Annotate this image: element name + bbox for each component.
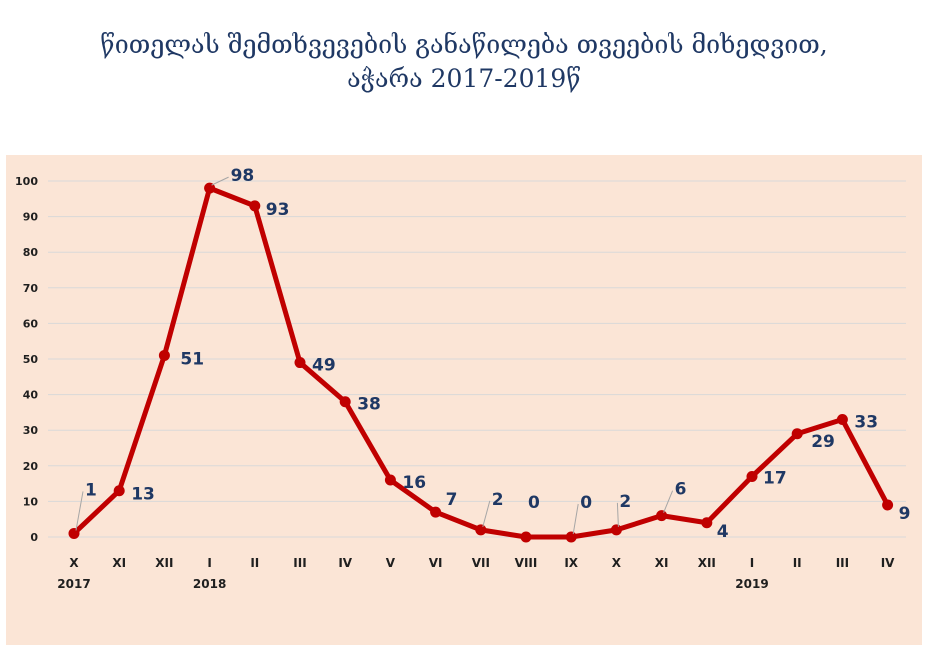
data-label: 6 (675, 480, 687, 500)
data-point (384, 474, 396, 486)
data-label: 33 (854, 413, 878, 433)
data-label: 17 (763, 468, 787, 488)
data-point (204, 182, 216, 194)
label-leader-line (75, 491, 84, 531)
x-tick-label: I (207, 556, 211, 570)
data-point (656, 510, 668, 522)
data-label: 7 (446, 490, 458, 510)
x-tick-label: VI (429, 556, 443, 570)
y-tick-label: 80 (23, 246, 39, 259)
data-label: 29 (811, 432, 835, 452)
data-point (294, 357, 306, 369)
data-point (113, 485, 125, 497)
data-point (430, 506, 442, 518)
data-label: 13 (131, 485, 155, 505)
y-tick-label: 20 (23, 460, 39, 473)
x-tick-label: II (793, 556, 802, 570)
x-tick-label: XI (655, 556, 669, 570)
y-tick-label: 50 (23, 353, 39, 366)
x-tick-label: IV (881, 556, 895, 570)
label-leader-line (482, 500, 491, 528)
x-tick-label: VIII (515, 556, 538, 570)
data-point (610, 524, 622, 536)
data-point (565, 531, 577, 543)
x-tick-label: II (250, 556, 259, 570)
y-tick-label: 60 (23, 317, 39, 330)
data-label: 49 (312, 356, 336, 376)
data-point (339, 396, 351, 408)
y-tick-label: 100 (15, 175, 38, 188)
data-label: 4 (717, 522, 729, 542)
data-label: 1 (85, 480, 97, 500)
x-year-label: 2017 (57, 577, 90, 591)
data-point (882, 499, 894, 511)
data-point (791, 428, 803, 440)
x-tick-label: XI (112, 556, 126, 570)
data-label: 9 (899, 504, 911, 524)
chart-title: წითელას შემთხვევების განაწილება თვეების … (0, 28, 928, 96)
data-label: 93 (266, 200, 290, 220)
x-tick-label: IX (564, 556, 578, 570)
data-label: 51 (180, 349, 204, 369)
x-tick-label: X (612, 556, 622, 570)
x-tick-label: III (836, 556, 849, 570)
x-year-label: 2018 (193, 577, 226, 591)
data-point (68, 527, 80, 539)
y-tick-label: 30 (23, 424, 39, 437)
plot-background (6, 155, 922, 645)
x-tick-label: I (750, 556, 754, 570)
y-tick-label: 40 (23, 389, 39, 402)
y-tick-label: 90 (23, 211, 39, 224)
data-point (701, 517, 713, 529)
y-tick-label: 0 (30, 531, 38, 544)
data-label: 16 (402, 473, 426, 493)
label-leader-line (572, 503, 579, 535)
x-tick-label: VII (472, 556, 490, 570)
data-point (836, 414, 848, 426)
x-tick-label: XII (155, 556, 173, 570)
label-leader-line (616, 502, 619, 527)
y-tick-label: 10 (23, 495, 39, 508)
x-tick-label: V (386, 556, 396, 570)
x-tick-label: III (293, 556, 306, 570)
data-label: 38 (357, 395, 381, 415)
data-point (475, 524, 487, 536)
y-tick-label: 70 (23, 282, 39, 295)
chart-title-line-1: წითელას შემთხვევების განაწილება თვეების … (100, 30, 828, 59)
label-leader-line (211, 176, 229, 186)
data-point (249, 200, 261, 212)
data-label: 2 (492, 490, 504, 510)
data-label: 0 (580, 493, 592, 513)
data-label: 2 (619, 492, 631, 512)
chart-title-line-2: აჭარა 2017-2019წ (347, 64, 581, 93)
x-tick-label: IV (338, 556, 352, 570)
x-tick-label: XII (698, 556, 716, 570)
x-tick-label: X (69, 556, 79, 570)
data-point (520, 531, 532, 543)
data-point (746, 470, 758, 482)
label-leader-line (663, 490, 674, 513)
x-year-label: 2019 (735, 577, 768, 591)
data-label: 98 (231, 166, 255, 186)
data-label: 0 (528, 493, 540, 513)
data-point (158, 349, 170, 361)
